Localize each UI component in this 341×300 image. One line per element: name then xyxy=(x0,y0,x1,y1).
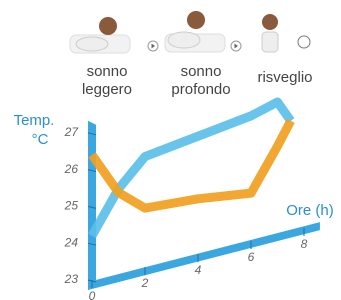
y-tick-label: 27 xyxy=(64,125,80,139)
stage-label: sonno xyxy=(87,63,128,80)
y-axis-label: Temp. xyxy=(14,112,55,129)
stage-label: leggero xyxy=(82,81,132,98)
stage-label: sonno xyxy=(181,63,222,80)
x-tick-label: 6 xyxy=(248,250,255,264)
temperature-ribbon xyxy=(92,121,291,208)
y-tick-label: 25 xyxy=(64,199,79,213)
x-tick-label: 0 xyxy=(89,289,96,300)
y-tick-label: 23 xyxy=(64,272,79,286)
y-tick-label: 24 xyxy=(64,235,79,249)
stage-label: profondo xyxy=(171,81,230,98)
x-tick-label: 2 xyxy=(141,276,149,290)
x-axis-label: Ore (h) xyxy=(286,202,334,219)
stage-icons xyxy=(70,11,310,53)
x-axis xyxy=(88,222,320,290)
y-axis-label: °C xyxy=(32,131,49,148)
x-tick-label: 4 xyxy=(195,263,202,277)
y-axis xyxy=(88,121,96,286)
stage-label: risveglio xyxy=(257,69,312,86)
x-tick-label: 8 xyxy=(301,237,308,251)
y-tick-label: 26 xyxy=(64,162,79,176)
chart: sonno leggero sonno profondo risveglio T… xyxy=(0,0,341,300)
